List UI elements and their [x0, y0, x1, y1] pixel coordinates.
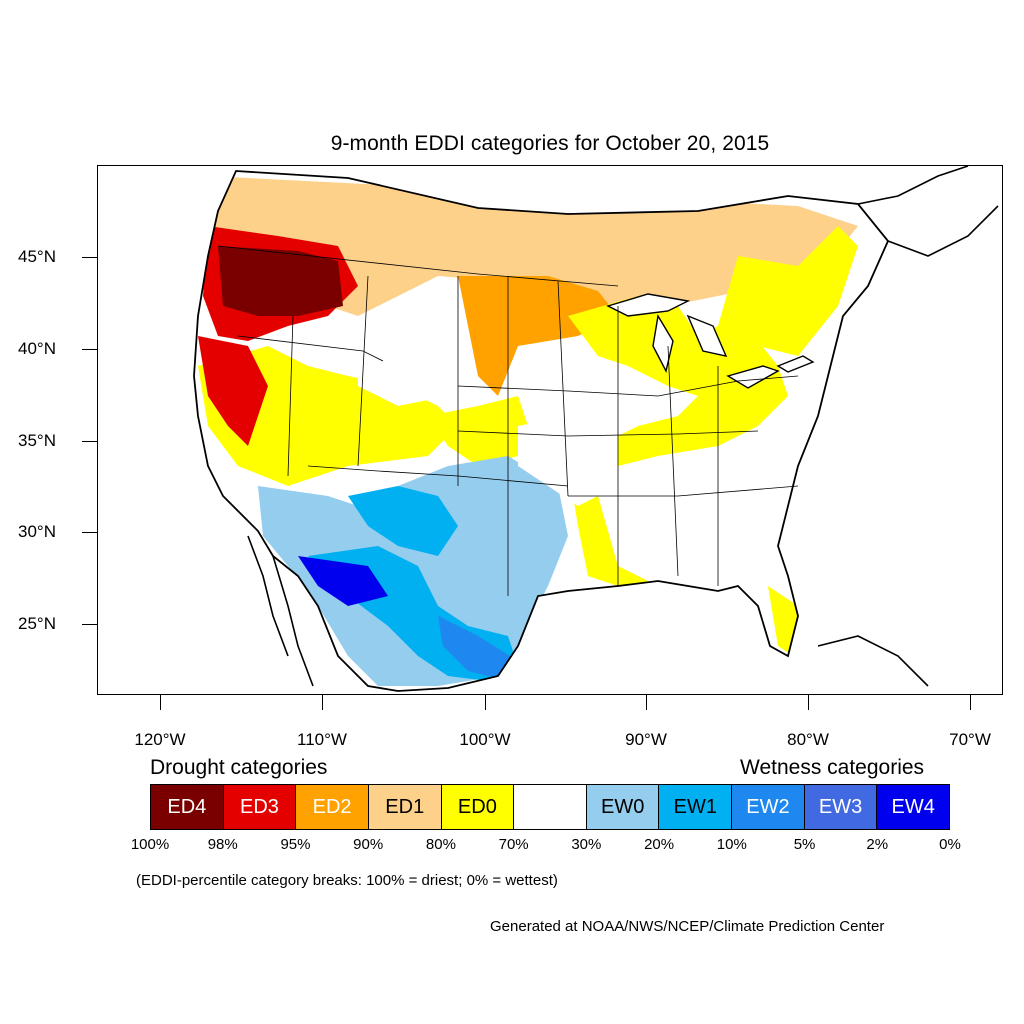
baja-coast [247, 535, 289, 657]
legend-box-ed3: ED3 [223, 785, 297, 829]
percentile-break-label: 30% [571, 836, 602, 853]
legend-box-ew1: EW1 [659, 785, 733, 829]
lon-label-80: 80°W [787, 730, 829, 749]
drought-heading: Drought categories [150, 756, 328, 779]
canada-coast [857, 166, 999, 257]
legend-box-ed0: ED0 [441, 785, 515, 829]
lat-label-25: 25°N [18, 614, 56, 633]
lon-label-100: 100°W [459, 730, 511, 749]
great-lakes [606, 293, 815, 389]
legend-box-neutral [514, 785, 587, 829]
percentile-break-label: 0% [939, 836, 961, 853]
percentile-break-label: 20% [644, 836, 675, 853]
legend-box-ew4: EW4 [877, 785, 950, 829]
category-note: (EDDI-percentile category breaks: 100% =… [136, 872, 558, 889]
lat-label-35: 35°N [18, 431, 56, 450]
category-legend: ED4 ED3 ED2 ED1 ED0 EW0 EW1 EW2 EW3 EW4 [150, 784, 950, 830]
lon-tick-110 [322, 695, 323, 710]
legend-box-ed2: ED2 [296, 785, 369, 829]
lat-tick-30 [82, 532, 97, 533]
eddi-map [97, 165, 1003, 695]
lat-label-30: 30°N [18, 522, 56, 541]
cuba-coast [817, 635, 929, 687]
eddi-shading [194, 171, 888, 691]
credit-line: Generated at NOAA/NWS/NCEP/Climate Predi… [490, 918, 885, 935]
lon-label-70: 70°W [949, 730, 991, 749]
percentile-break-label: 90% [353, 836, 384, 853]
lon-tick-90 [646, 695, 647, 710]
map-canvas [193, 166, 999, 692]
percentile-break-label: 80% [425, 836, 456, 853]
percentile-break-label: 95% [280, 836, 311, 853]
lon-label-120: 120°W [134, 730, 186, 749]
coastline [193, 170, 890, 692]
lat-tick-25 [82, 624, 97, 625]
lat-tick-45 [82, 257, 97, 258]
lat-tick-40 [82, 349, 97, 350]
legend-box-ew2: EW2 [732, 785, 805, 829]
percentile-break-label: 10% [716, 836, 747, 853]
legend-box-ew0: EW0 [586, 785, 660, 829]
state-boundaries [217, 245, 799, 596]
lon-label-90: 90°W [625, 730, 667, 749]
percentile-break-label: 100% [130, 836, 170, 853]
lat-label-40: 40°N [18, 339, 56, 358]
lat-label-45: 45°N [18, 247, 56, 266]
percentile-break-label: 98% [207, 836, 238, 853]
percentile-break-label: 5% [793, 836, 816, 853]
percentile-break-label: 2% [866, 836, 889, 853]
wetness-heading: Wetness categories [740, 756, 925, 779]
percentile-break-label: 70% [498, 836, 529, 853]
lon-tick-70 [970, 695, 971, 710]
legend-box-ed4: ED4 [151, 785, 224, 829]
map-title: 9-month EDDI categories for October 20, … [330, 132, 770, 155]
legend-box-ed1: ED1 [368, 785, 442, 829]
mexico-coast [272, 555, 314, 687]
lon-tick-80 [808, 695, 809, 710]
lon-tick-100 [485, 695, 486, 710]
lat-tick-35 [82, 441, 97, 442]
lon-tick-120 [160, 695, 161, 710]
lon-label-110: 110°W [297, 730, 347, 749]
legend-box-ew3: EW3 [804, 785, 878, 829]
